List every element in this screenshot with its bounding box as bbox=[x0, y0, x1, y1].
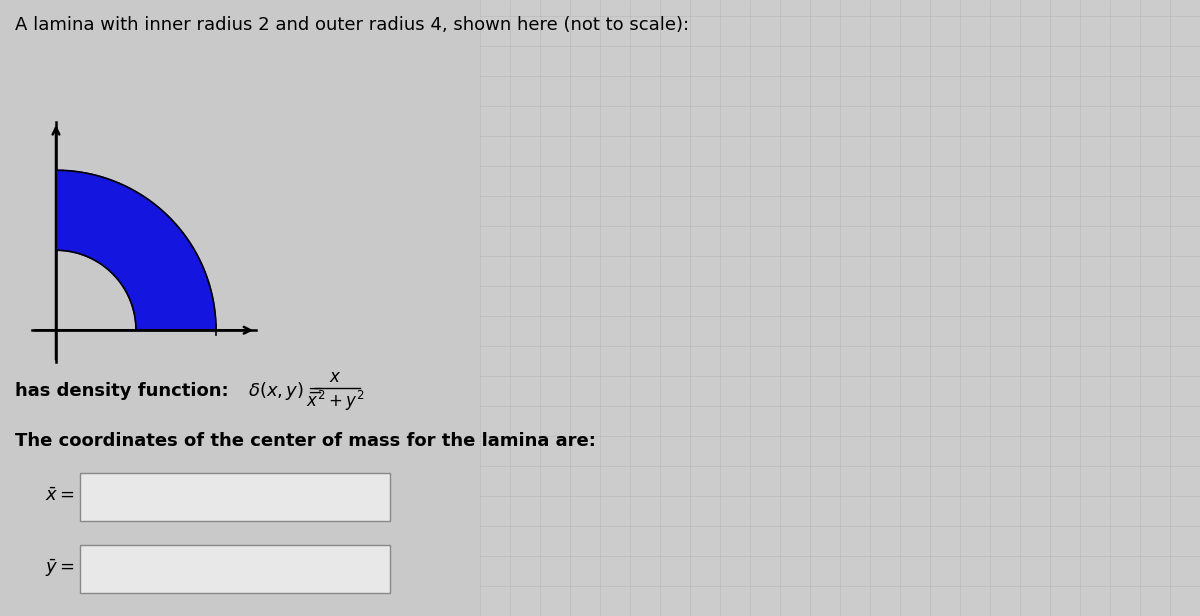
Text: $\delta(x, y) =$: $\delta(x, y) =$ bbox=[248, 380, 323, 402]
Bar bbox=[480, 0, 1200, 616]
FancyBboxPatch shape bbox=[80, 545, 390, 593]
FancyBboxPatch shape bbox=[80, 473, 390, 521]
Bar bbox=[0, 0, 480, 616]
Polygon shape bbox=[56, 170, 216, 330]
Text: A lamina with inner radius 2 and outer radius 4, shown here (not to scale):: A lamina with inner radius 2 and outer r… bbox=[14, 16, 689, 34]
Text: $x^2 + y^2$: $x^2 + y^2$ bbox=[306, 389, 364, 413]
Text: $\bar{x} =$: $\bar{x} =$ bbox=[46, 487, 74, 505]
Text: $\bar{y} =$: $\bar{y} =$ bbox=[46, 557, 74, 579]
Text: The coordinates of the center of mass for the lamina are:: The coordinates of the center of mass fo… bbox=[14, 432, 596, 450]
Text: $x$: $x$ bbox=[329, 370, 341, 386]
Text: has density function:: has density function: bbox=[14, 382, 235, 400]
